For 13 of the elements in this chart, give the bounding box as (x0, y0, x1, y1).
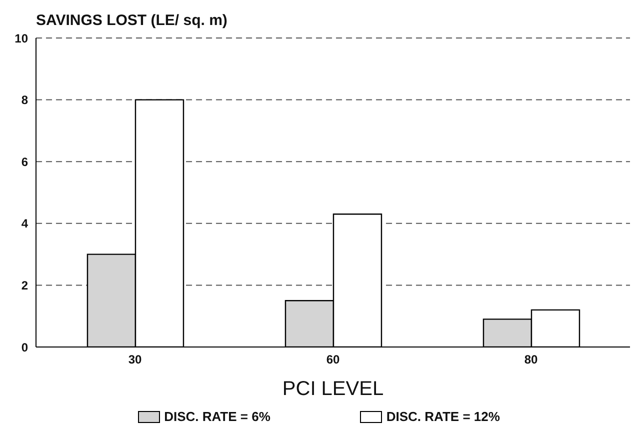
legend-label: DISC. RATE = 6% (164, 409, 270, 424)
x-tick-label: 60 (326, 352, 340, 367)
x-tick-label: 30 (128, 352, 142, 367)
x-tick-label: 80 (524, 352, 538, 367)
y-tick-label: 8 (21, 93, 28, 108)
y-tick-label: 10 (14, 31, 28, 46)
y-tick-label: 6 (21, 154, 28, 169)
y-tick-label: 2 (21, 278, 28, 292)
legend-label: DISC. RATE = 12% (386, 409, 500, 424)
chart-title: SAVINGS LOST (LE/ sq. m) (36, 12, 228, 29)
x-axis-title: PCI LEVEL (282, 378, 384, 400)
y-tick-label: 0 (21, 340, 28, 354)
y-tick-label: 4 (21, 216, 28, 231)
